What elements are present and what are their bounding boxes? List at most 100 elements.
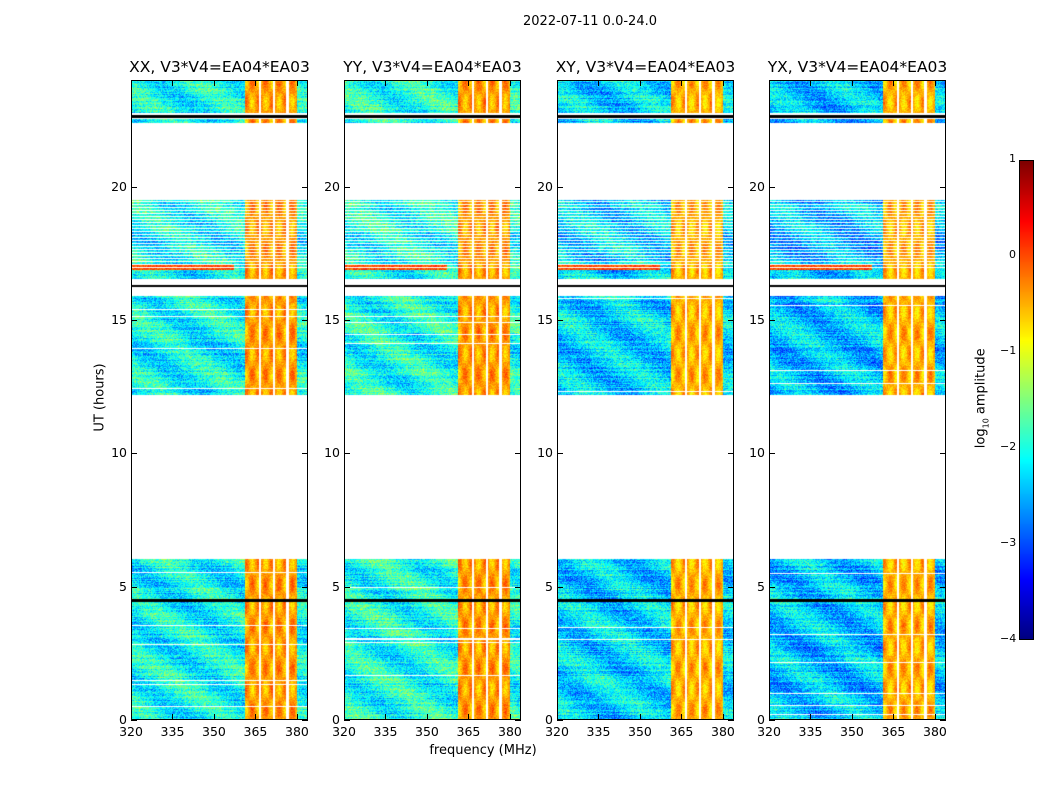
x-tick-mark (213, 714, 215, 720)
x-tick-mark (934, 714, 936, 720)
x-tick-label: 350 (202, 724, 226, 739)
y-tick-label: 15 (537, 312, 553, 327)
y-axis-label: UT (hours) (92, 363, 108, 432)
heatmap-panel (131, 80, 308, 720)
x-axis-label: frequency (MHz) (429, 743, 537, 758)
y-tick-label: 0 (332, 712, 340, 727)
heatmap-image (345, 81, 520, 719)
x-tick-label: 335 (798, 724, 823, 739)
x-tick-mark (681, 714, 683, 720)
x-tick-label: 320 (119, 724, 143, 739)
x-tick-mark (598, 80, 600, 86)
y-tick-mark (515, 720, 521, 721)
x-tick-mark (934, 80, 936, 86)
y-tick-mark (515, 586, 521, 588)
colorbar-label: log10 amplitude (974, 328, 991, 468)
x-tick-mark (213, 80, 215, 86)
x-tick-label: 350 (840, 724, 864, 739)
y-tick-mark (515, 320, 521, 321)
x-tick-mark (468, 714, 470, 720)
y-tick-label: 20 (537, 178, 553, 194)
figure-title: 2022-07-11 0.0-24.0 (523, 14, 657, 29)
y-tick-mark (728, 186, 734, 188)
y-tick-mark (769, 453, 775, 455)
x-tick-mark (296, 80, 298, 86)
heatmap-panel (557, 80, 734, 720)
y-tick-label: 0 (545, 712, 553, 727)
y-tick-mark (940, 453, 946, 455)
x-tick-mark (385, 80, 387, 86)
x-tick-mark (344, 80, 345, 86)
y-tick-label: 10 (111, 445, 127, 461)
x-tick-mark (639, 714, 641, 720)
x-tick-mark (810, 80, 812, 86)
y-tick-mark (344, 320, 350, 321)
colorbar-tick-label: 0 (1009, 248, 1016, 261)
x-tick-label: 380 (498, 724, 522, 739)
colorbar-tick-label: −1 (1000, 344, 1017, 357)
x-tick-mark (172, 80, 174, 86)
colorbar-tick-label: −3 (1000, 536, 1017, 549)
y-tick-label: 5 (757, 578, 765, 594)
x-tick-mark (172, 714, 174, 720)
x-tick-label: 320 (332, 724, 356, 739)
y-tick-label: 0 (757, 712, 765, 727)
y-tick-mark (769, 320, 775, 321)
y-tick-mark (302, 720, 308, 721)
y-tick-mark (131, 320, 137, 321)
y-tick-mark (728, 586, 734, 588)
x-tick-mark (509, 714, 511, 720)
heatmap-panel (344, 80, 521, 720)
x-tick-mark (639, 80, 641, 86)
x-tick-mark (851, 80, 853, 86)
x-tick-mark (769, 80, 770, 86)
panel-title: XY, V3*V4=EA04*EA03 (555, 58, 736, 76)
y-tick-mark (302, 186, 308, 188)
y-tick-label: 10 (324, 445, 340, 461)
colorbar-tick-label: 1 (1009, 152, 1016, 165)
x-tick-mark (509, 80, 511, 86)
colorbar-label-rest: amplitude (973, 348, 989, 419)
y-tick-label: 5 (545, 578, 553, 594)
x-tick-label: 350 (415, 724, 439, 739)
x-tick-label: 380 (285, 724, 309, 739)
x-tick-mark (468, 80, 470, 86)
x-tick-label: 365 (669, 724, 694, 739)
colorbar-tick-label: −4 (1000, 632, 1017, 645)
y-tick-mark (131, 453, 137, 455)
x-tick-mark (255, 714, 257, 720)
y-tick-mark (131, 586, 137, 588)
y-tick-label: 20 (324, 178, 340, 194)
y-tick-mark (728, 453, 734, 455)
x-tick-label: 380 (711, 724, 735, 739)
y-tick-mark (557, 720, 563, 721)
y-tick-mark (728, 320, 734, 321)
y-tick-mark (728, 720, 734, 721)
y-tick-label: 20 (111, 178, 127, 194)
x-tick-mark (681, 80, 683, 86)
panel-title: YY, V3*V4=EA04*EA03 (343, 58, 522, 76)
x-tick-mark (255, 80, 257, 86)
panel-title: YX, V3*V4=EA04*EA03 (767, 58, 948, 76)
heatmap-panel (769, 80, 946, 720)
x-tick-label: 335 (586, 724, 611, 739)
y-tick-label: 20 (749, 178, 765, 194)
x-tick-label: 380 (923, 724, 947, 739)
y-tick-mark (557, 320, 563, 321)
y-tick-mark (769, 586, 775, 588)
x-tick-mark (769, 714, 770, 720)
colorbar-label-sub: 10 (981, 418, 991, 429)
x-tick-mark (296, 714, 298, 720)
heatmap-image (770, 81, 945, 719)
x-tick-mark (851, 714, 853, 720)
x-tick-label: 365 (243, 724, 268, 739)
y-tick-mark (769, 186, 775, 188)
y-tick-mark (344, 586, 350, 588)
y-tick-label: 15 (324, 312, 340, 327)
y-tick-mark (302, 453, 308, 455)
heatmap-image (132, 81, 307, 719)
y-tick-mark (344, 186, 350, 188)
y-tick-mark (515, 186, 521, 188)
x-tick-mark (557, 80, 558, 86)
